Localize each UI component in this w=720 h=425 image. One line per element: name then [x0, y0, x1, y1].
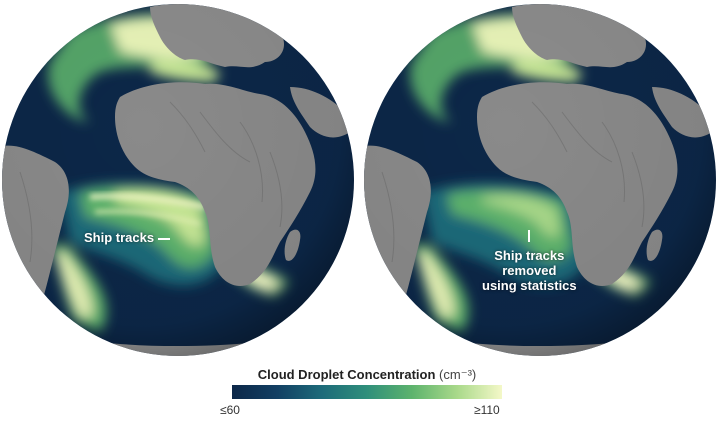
ship-tracks-label: Ship tracks	[84, 230, 171, 245]
ship-tracks-removed-line3: using statistics	[482, 278, 577, 293]
legend-max-label: ≥110	[474, 403, 500, 417]
legend-title-text: Cloud Droplet Concentration	[257, 367, 436, 382]
legend-unit: (cm⁻³)	[439, 367, 477, 382]
ship-tracks-removed-label: Ship tracks removed using statistics	[482, 230, 577, 293]
legend-title: Cloud Droplet Concentration (cm⁻³)	[232, 367, 502, 383]
callout-pointer-line	[158, 237, 171, 240]
legend-color-bar	[232, 385, 502, 399]
globe-with-ship-tracks	[2, 4, 354, 356]
globe-ship-tracks-removed	[364, 4, 716, 356]
ship-tracks-removed-line2: removed	[502, 263, 557, 278]
ship-tracks-removed-line1: Ship tracks	[494, 248, 565, 263]
legend-min-label: ≤60	[220, 403, 240, 417]
ship-tracks-label-text: Ship tracks	[84, 230, 155, 245]
callout-pointer-line	[528, 230, 531, 242]
